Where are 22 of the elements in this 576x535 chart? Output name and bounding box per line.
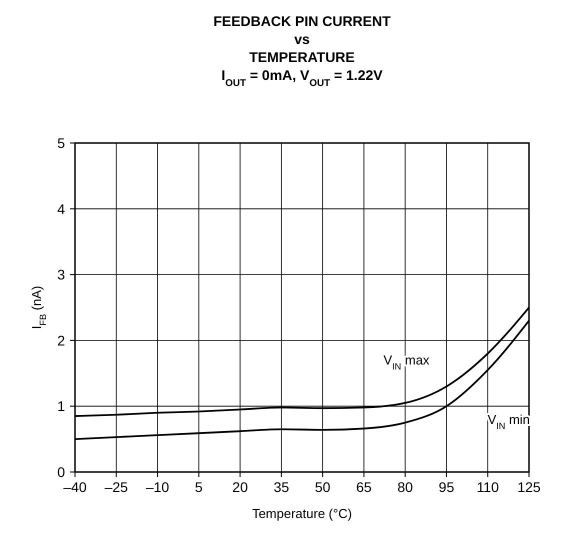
chart-subtitle: I$_{OUT}$ = 0mA, V$_{OUT}$ = 1.22V [221, 67, 384, 88]
x-tick-label: –25 [104, 479, 128, 495]
x-tick-label: 95 [438, 479, 454, 495]
y-tick-label: 4 [57, 200, 66, 217]
x-tick-label: 125 [517, 479, 541, 495]
x-tick-label: 110 [476, 479, 500, 495]
x-tick-label: –40 [63, 479, 87, 495]
y-tick-label: 3 [57, 266, 66, 283]
x-tick-label: –10 [146, 479, 170, 495]
y-tick-label: 0 [57, 464, 66, 480]
y-tick-label: 2 [57, 332, 66, 348]
x-tick-label: 20 [232, 479, 248, 495]
x-tick-label: 5 [194, 479, 203, 495]
x-tick-label: 65 [356, 479, 372, 495]
chart-title: FEEDBACK PIN CURRENT vs TEMPERATURE [213, 13, 392, 65]
x-axis-title: Temperature (°C) [252, 506, 352, 521]
x-tick-label: 35 [274, 479, 290, 495]
x-tick-label: 50 [314, 479, 331, 495]
y-tick-label: 1 [57, 398, 66, 414]
series-label: V$_{IN}$ max [383, 352, 430, 372]
x-tick-label: 80 [397, 479, 414, 495]
y-tick-label: 5 [57, 135, 66, 151]
